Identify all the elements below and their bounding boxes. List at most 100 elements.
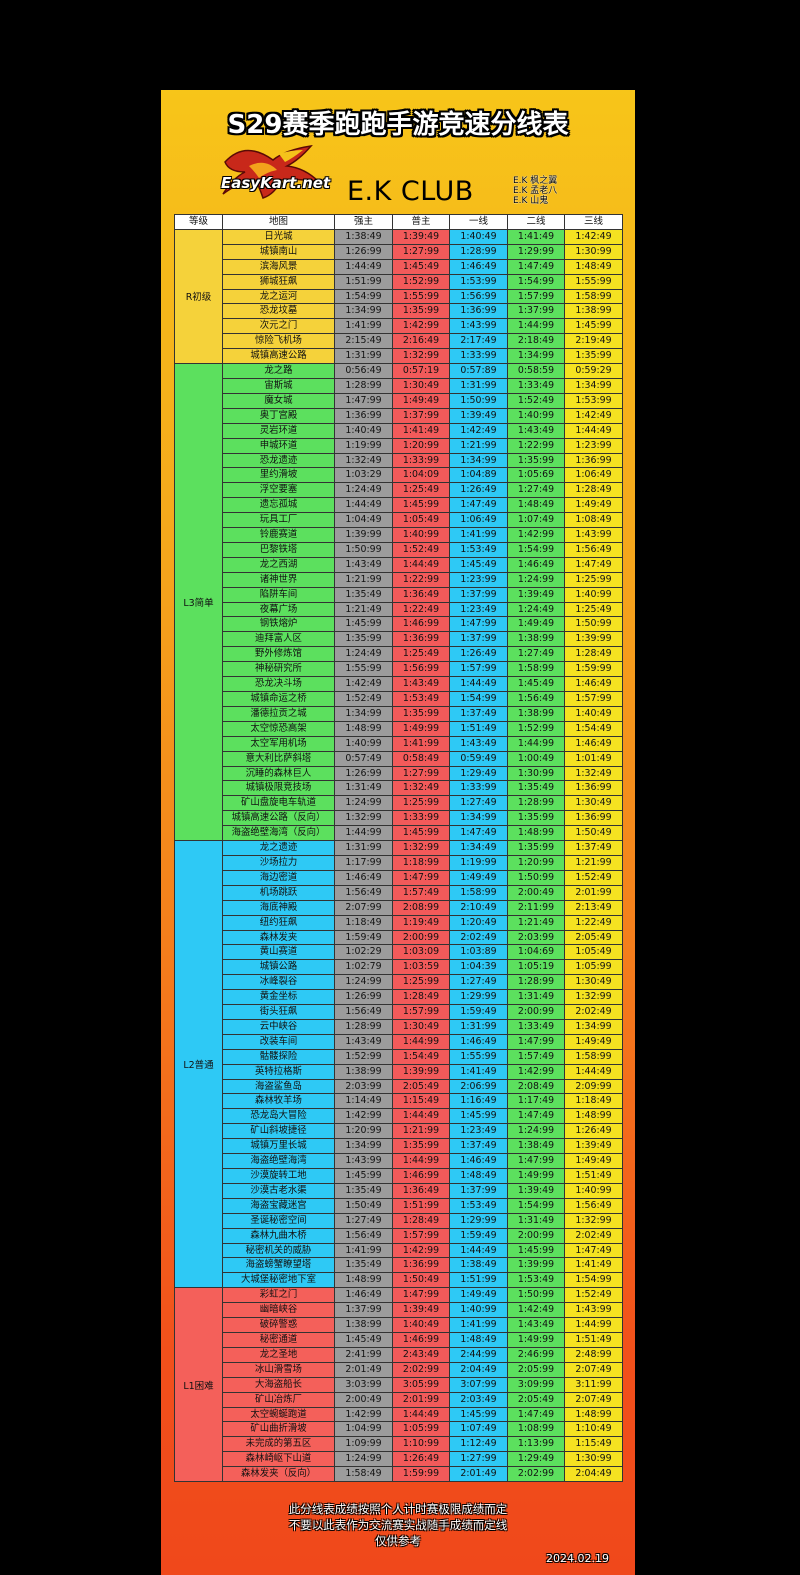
time-cell: 1:15:49 bbox=[564, 1436, 623, 1453]
time-cell: 1:35:99 bbox=[507, 810, 565, 827]
time-cell: 2:01:99 bbox=[392, 1391, 450, 1408]
time-cell: 2:17:49 bbox=[449, 333, 508, 350]
time-cell: 1:03:59 bbox=[392, 959, 450, 976]
time-cell: 1:38:99 bbox=[507, 705, 565, 722]
table-row: 海盗绝壁海湾 1:43:99 1:44:99 1:46:49 1:47:99 1:49:4… bbox=[175, 1153, 623, 1169]
time-cell: 1:33:99 bbox=[392, 810, 450, 827]
map-name-cell: 次元之门 bbox=[222, 318, 335, 335]
time-cell: 1:14:49 bbox=[334, 1093, 393, 1110]
map-name-cell: 海底神殿 bbox=[222, 899, 335, 916]
level-cell: R初级 bbox=[174, 228, 223, 365]
time-cell: 1:31:99 bbox=[449, 1018, 508, 1035]
table-row: 滨海风景 1:44:49 1:45:49 1:46:49 1:47:49 1:48:49 bbox=[175, 258, 623, 275]
time-cell: 1:37:99 bbox=[449, 1182, 508, 1199]
time-cell: 1:39:99 bbox=[334, 527, 393, 543]
time-cell: 1:04:99 bbox=[334, 1421, 393, 1438]
time-cell: 1:18:49 bbox=[564, 1093, 623, 1110]
time-cell: 1:51:99 bbox=[334, 273, 393, 290]
time-cell: 1:31:49 bbox=[507, 1212, 565, 1229]
table-row: 太空惊恐高架 1:48:99 1:49:99 1:51:49 1:52:99 1:54:4… bbox=[175, 720, 623, 737]
map-name-cell: 龙之遗迹 bbox=[222, 840, 335, 856]
table-row: 森林崎岖下山道 1:24:99 1:26:49 1:27:99 1:29:49 1:30:… bbox=[175, 1451, 623, 1468]
table-row: 诸神世界 1:21:99 1:22:99 1:23:99 1:24:99 1:25:99 bbox=[175, 571, 623, 588]
map-name-cell: 恐龙岛大冒险 bbox=[222, 1108, 335, 1125]
time-cell: 1:36:49 bbox=[392, 586, 450, 603]
time-cell: 1:55:99 bbox=[334, 661, 393, 678]
time-cell: 1:45:99 bbox=[392, 825, 450, 842]
time-cell: 1:00:49 bbox=[507, 750, 565, 767]
time-cell: 1:38:99 bbox=[507, 631, 565, 648]
table-row: 沙场拉力 1:17:99 1:18:99 1:19:99 1:20:99 1:21:99 bbox=[175, 854, 623, 871]
time-cell: 3:05:99 bbox=[392, 1376, 450, 1393]
time-cell: 2:07:49 bbox=[564, 1391, 623, 1408]
time-cell: 1:05:49 bbox=[564, 944, 623, 961]
table-row: 神秘研究所 1:55:99 1:56:99 1:57:99 1:58:99 1:59:99 bbox=[175, 661, 623, 678]
header-level: 等级 bbox=[174, 214, 223, 230]
table-row: 恐龙遗迹 1:32:49 1:33:99 1:34:99 1:35:99 1:36:99 bbox=[175, 452, 623, 469]
time-cell: 3:11:99 bbox=[564, 1376, 623, 1393]
time-cell: 1:29:99 bbox=[449, 1212, 508, 1229]
time-cell: 1:55:99 bbox=[392, 288, 450, 305]
time-cell: 1:35:99 bbox=[564, 348, 623, 365]
table-row: 森林发夹 1:59:49 2:00:99 2:02:49 2:03:99 2:05:49 bbox=[175, 929, 623, 946]
time-cell: 1:52:99 bbox=[507, 720, 565, 737]
time-cell: 1:04:69 bbox=[507, 944, 565, 961]
time-cell: 1:40:99 bbox=[564, 586, 623, 603]
time-cell: 2:02:99 bbox=[392, 1361, 450, 1378]
time-cell: 1:05:99 bbox=[564, 959, 623, 976]
table-row: 铃鹿赛道 1:39:99 1:40:99 1:41:99 1:42:99 1:43:99 bbox=[175, 527, 623, 543]
time-cell: 1:45:99 bbox=[334, 616, 393, 633]
map-name-cell: 秘密通道 bbox=[222, 1331, 335, 1348]
time-cell: 1:44:99 bbox=[507, 735, 565, 752]
time-cell: 2:18:49 bbox=[507, 333, 565, 350]
time-cell: 1:34:99 bbox=[449, 810, 508, 827]
time-cell: 1:38:49 bbox=[334, 228, 393, 245]
time-cell: 1:46:49 bbox=[334, 1287, 393, 1304]
time-cell: 1:39:49 bbox=[564, 1138, 623, 1155]
table-row: 恐龙岛大冒险 1:42:99 1:44:49 1:45:99 1:47:49 1:48:9… bbox=[175, 1108, 623, 1125]
time-cell: 1:25:49 bbox=[564, 601, 623, 618]
time-cell: 2:02:99 bbox=[507, 1466, 565, 1483]
time-cell: 1:08:99 bbox=[507, 1421, 565, 1438]
time-cell: 1:46:49 bbox=[334, 869, 393, 886]
time-cell: 1:43:99 bbox=[564, 527, 623, 543]
map-name-cell: 城镇极限竞技场 bbox=[222, 780, 335, 797]
time-cell: 1:35:99 bbox=[392, 1138, 450, 1155]
time-cell: 1:41:49 bbox=[564, 1257, 623, 1274]
map-name-cell: 云中峡谷 bbox=[222, 1018, 335, 1035]
time-cell: 1:50:99 bbox=[334, 541, 393, 558]
time-cell: 1:37:99 bbox=[334, 1302, 393, 1319]
time-cell: 1:25:49 bbox=[392, 646, 450, 663]
time-cell: 1:36:99 bbox=[564, 810, 623, 827]
time-cell: 1:44:49 bbox=[334, 497, 393, 514]
table-row: 城镇万里长城 1:34:99 1:35:99 1:37:49 1:38:49 1:39:4… bbox=[175, 1138, 623, 1155]
time-cell: 1:40:99 bbox=[564, 1182, 623, 1199]
time-cell: 2:19:49 bbox=[564, 333, 623, 350]
table-row: 申城环道 1:19:99 1:20:99 1:21:99 1:22:99 1:23:99 bbox=[175, 437, 623, 454]
map-name-cell: 滨海风景 bbox=[222, 258, 335, 275]
table-row: 夜幕广场 1:21:49 1:22:49 1:23:49 1:24:49 1:25:49 bbox=[175, 601, 623, 618]
time-cell: 1:46:99 bbox=[392, 1331, 450, 1348]
header-map: 地图 bbox=[222, 214, 335, 230]
time-cell: 1:31:99 bbox=[449, 377, 508, 394]
time-cell: 1:21:99 bbox=[392, 1123, 450, 1140]
time-cell: 1:44:99 bbox=[392, 1033, 450, 1050]
time-cell: 1:47:49 bbox=[507, 258, 565, 275]
table-row: 破碎警惑 1:38:99 1:40:49 1:41:99 1:43:49 1:44:99 bbox=[175, 1317, 623, 1333]
time-cell: 1:32:49 bbox=[392, 780, 450, 797]
map-name-cell: 黄山赛道 bbox=[222, 944, 335, 961]
time-cell: 1:32:49 bbox=[564, 765, 623, 782]
time-cell: 1:46:49 bbox=[449, 258, 508, 275]
map-name-cell: 城镇命运之桥 bbox=[222, 691, 335, 707]
map-name-cell: 森林九曲木桥 bbox=[222, 1227, 335, 1244]
time-cell: 1:03:89 bbox=[449, 944, 508, 961]
time-cell: 2:44:99 bbox=[449, 1346, 508, 1363]
header-line2: 二线 bbox=[507, 214, 565, 230]
table-row: 圣诞秘密空间 1:27:49 1:28:49 1:29:99 1:31:49 1:32:9… bbox=[175, 1212, 623, 1229]
table-row: 次元之门 1:41:99 1:42:99 1:43:99 1:44:99 1:45:99 bbox=[175, 318, 623, 335]
map-name-cell: 矿山盘旋电车轨道 bbox=[222, 795, 335, 812]
map-name-cell: 森林崎岖下山道 bbox=[222, 1451, 335, 1468]
time-cell: 1:37:99 bbox=[449, 586, 508, 603]
time-cell: 1:44:49 bbox=[564, 1063, 623, 1080]
time-cell: 1:18:49 bbox=[334, 914, 393, 931]
